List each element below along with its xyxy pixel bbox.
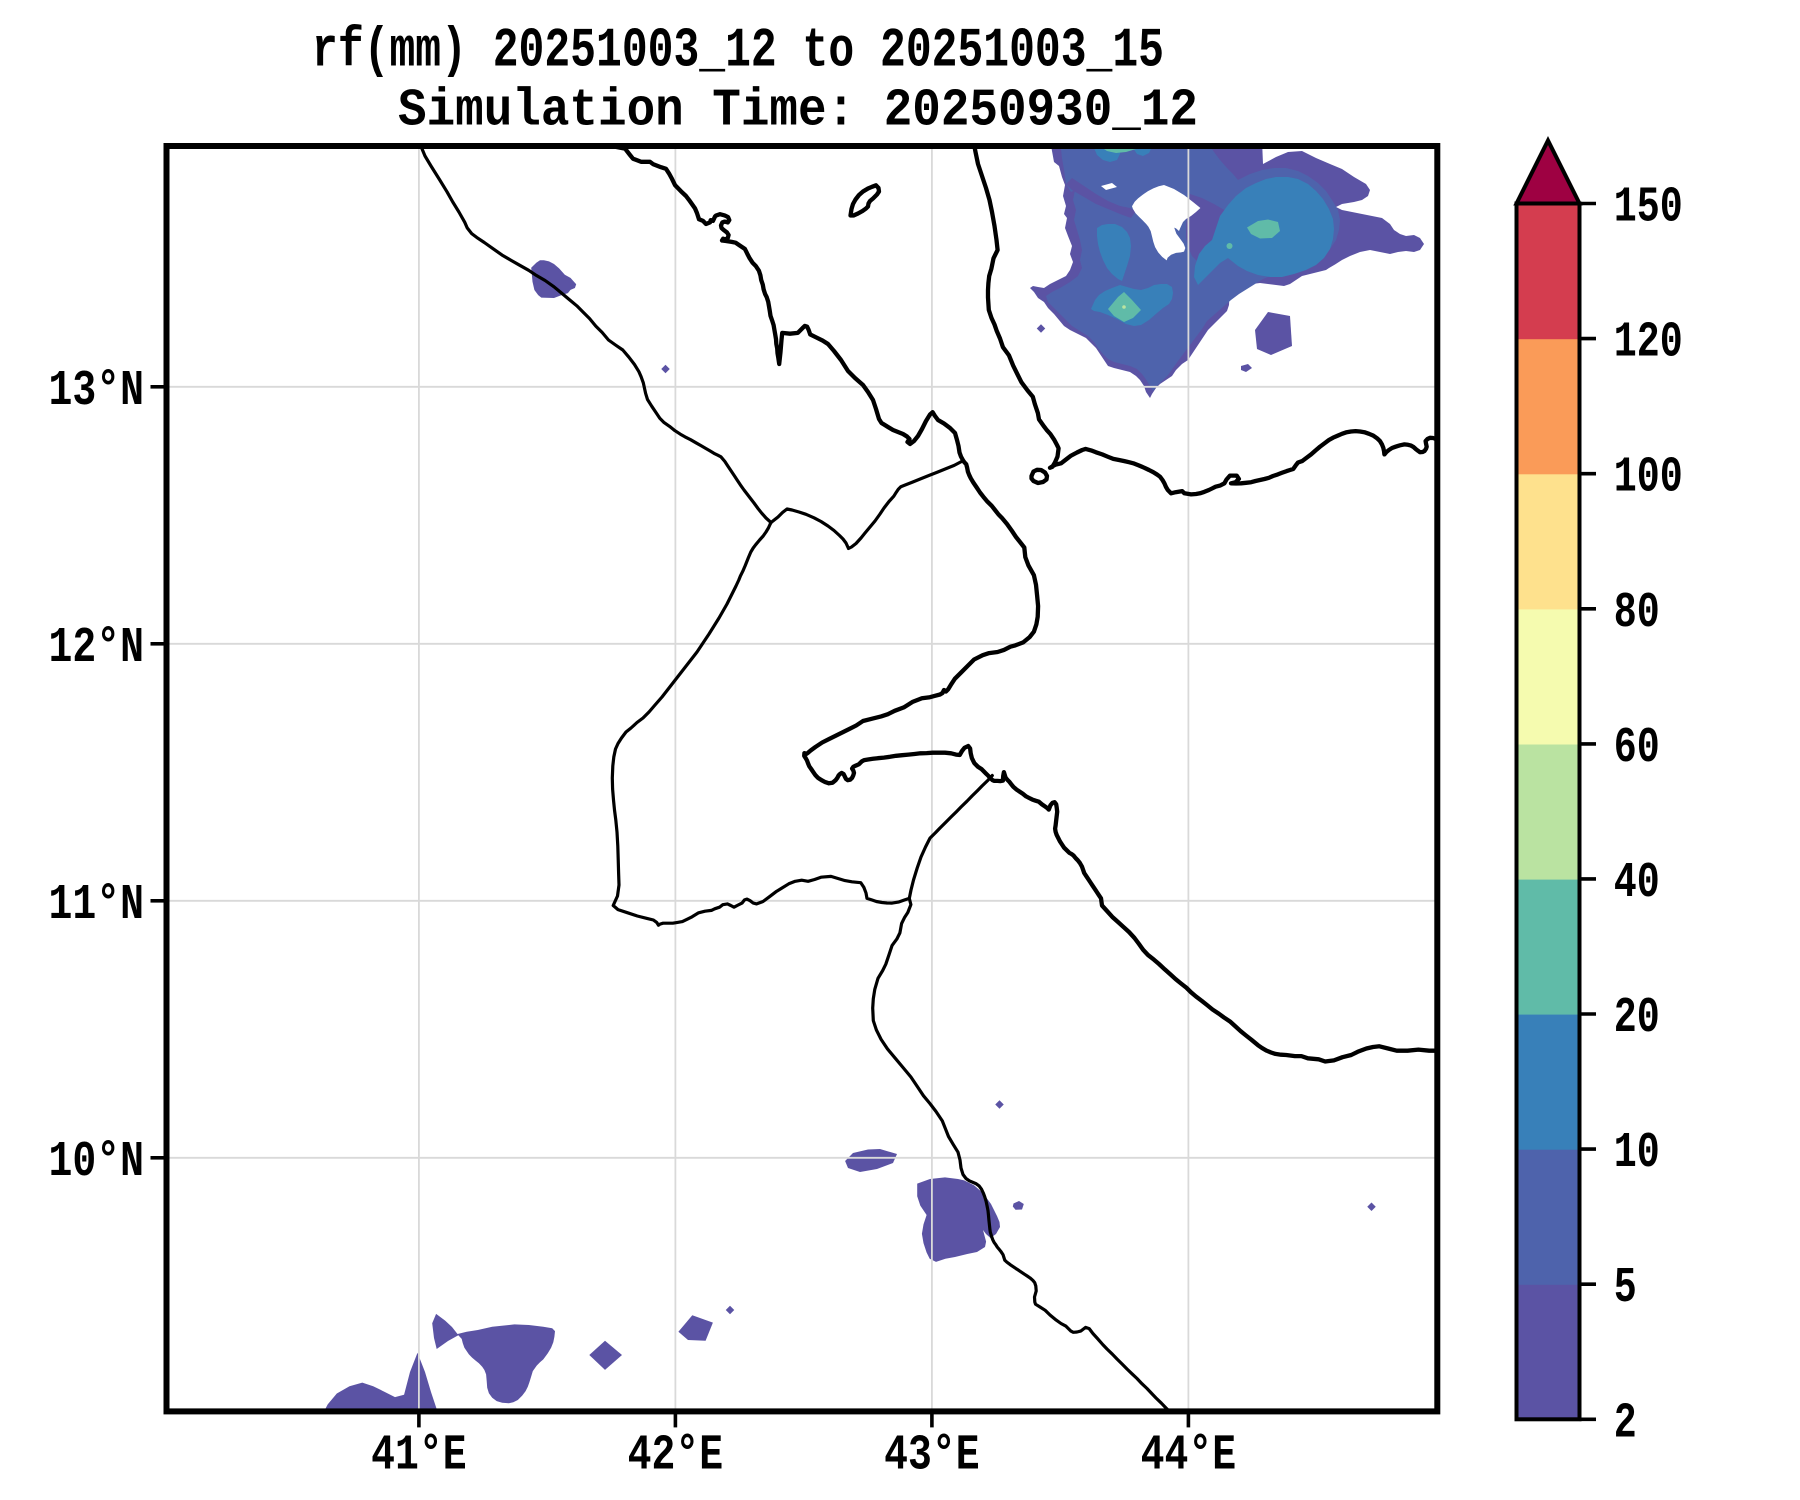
svg-text:rf(mm) 20251003_12 to 20251003: rf(mm) 20251003_12 to 20251003_15 (312, 20, 1164, 83)
svg-text:2: 2 (1614, 1395, 1637, 1452)
svg-text:60: 60 (1614, 720, 1660, 777)
svg-text:12°N: 12°N (49, 620, 145, 677)
svg-text:80: 80 (1614, 585, 1660, 642)
svg-text:41°E: 41°E (371, 1428, 467, 1485)
svg-text:10°N: 10°N (49, 1134, 145, 1191)
svg-text:13°N: 13°N (49, 363, 145, 420)
svg-text:42°E: 42°E (628, 1428, 724, 1485)
svg-text:20: 20 (1614, 990, 1660, 1047)
svg-text:100: 100 (1614, 450, 1683, 507)
svg-text:43°E: 43°E (884, 1428, 980, 1485)
svg-text:Simulation Time: 20250930_12: Simulation Time: 20250930_12 (398, 80, 1198, 140)
svg-text:5: 5 (1614, 1260, 1637, 1317)
svg-text:150: 150 (1614, 180, 1683, 237)
svg-text:120: 120 (1614, 315, 1683, 372)
svg-text:11°N: 11°N (49, 877, 145, 934)
svg-text:10: 10 (1614, 1125, 1660, 1182)
svg-text:44°E: 44°E (1141, 1428, 1237, 1485)
svg-text:40: 40 (1614, 855, 1660, 912)
